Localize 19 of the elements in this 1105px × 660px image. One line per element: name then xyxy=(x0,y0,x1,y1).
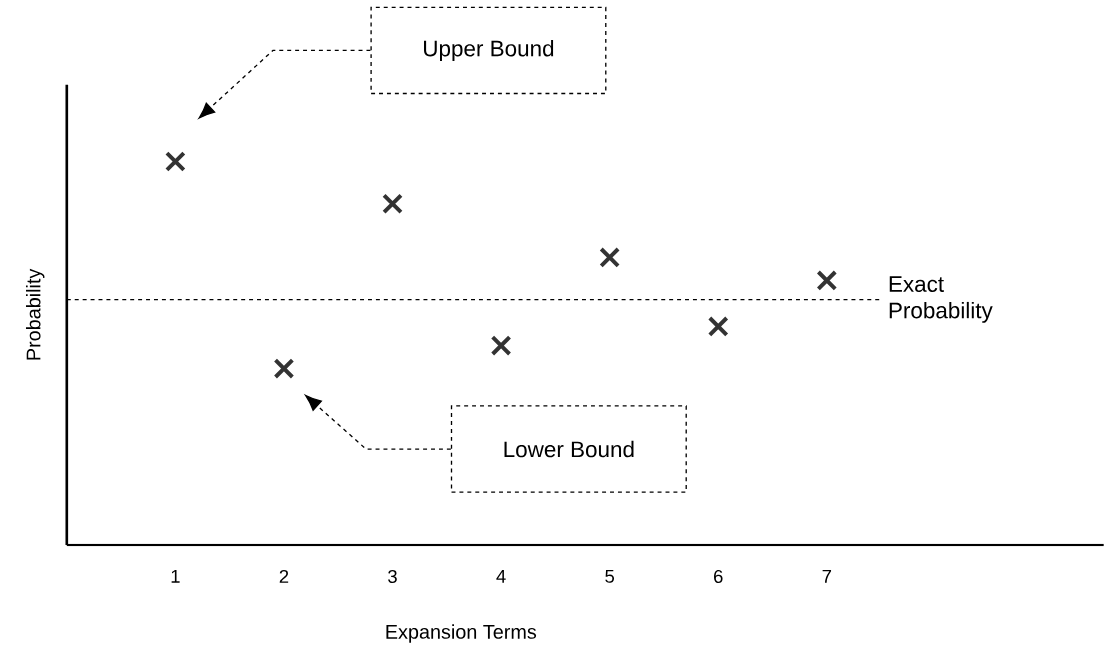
y-axis-title: Probability xyxy=(25,268,45,360)
x-tick-label: 3 xyxy=(388,569,397,583)
point xyxy=(599,246,621,268)
x-tick-label: 5 xyxy=(605,569,615,583)
x-tick-label: 7 xyxy=(822,569,832,583)
x-tick-label: 2 xyxy=(279,569,289,583)
x-axis-title: Expansion Terms xyxy=(386,624,537,643)
point xyxy=(490,335,512,356)
x-tick-label: 6 xyxy=(714,569,723,583)
text: Upper Bound xyxy=(424,39,554,61)
point xyxy=(816,269,838,291)
ref-line-label: Exact Probability xyxy=(889,276,993,323)
x-tick-label: 4 xyxy=(496,569,506,583)
point xyxy=(382,193,403,214)
x-tick-label: 1 xyxy=(171,569,180,583)
point xyxy=(273,358,295,379)
annotation: Lower Bound xyxy=(504,440,634,458)
point xyxy=(164,151,186,172)
point xyxy=(707,315,729,337)
